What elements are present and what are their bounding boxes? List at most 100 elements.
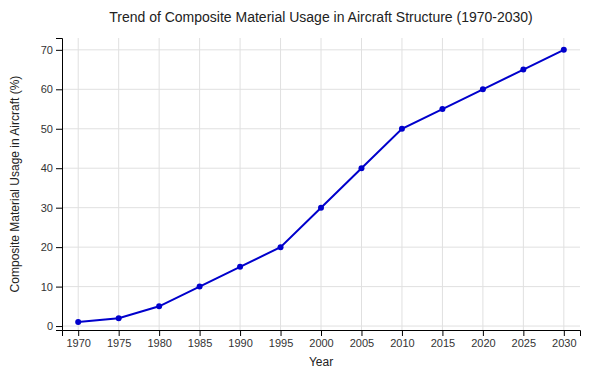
- tick: 1975: [107, 330, 131, 349]
- tick-mark: [200, 330, 201, 336]
- tick-mark: [56, 287, 62, 288]
- tick-label: 1990: [228, 337, 252, 349]
- tick-label: 2005: [350, 337, 374, 349]
- tick: 40: [41, 162, 62, 174]
- tick: 1970: [66, 330, 90, 349]
- tick: 1990: [228, 330, 252, 349]
- x-axis-title: Year: [309, 355, 333, 369]
- tick-mark: [56, 208, 62, 209]
- tick: 0: [47, 320, 62, 332]
- tick: 30: [41, 202, 62, 214]
- chart: 1970197519801985199019952000200520102015…: [0, 0, 602, 376]
- point: [116, 315, 122, 321]
- point: [358, 165, 364, 171]
- point: [156, 303, 162, 309]
- tick: 2005: [350, 330, 374, 349]
- tick-label: 2000: [309, 337, 333, 349]
- point: [318, 205, 324, 211]
- grid-line: [159, 38, 160, 330]
- y-axis: 0 10 20 30 40 50 60 70: [41, 39, 63, 333]
- tick: 2030: [552, 330, 576, 349]
- tick-label: 2010: [390, 337, 414, 349]
- tick: 10: [41, 281, 62, 293]
- tick-label: 2025: [512, 337, 536, 349]
- tick-label: 2020: [471, 337, 495, 349]
- tick: 1980: [147, 330, 171, 349]
- tick-label: 0: [47, 320, 53, 332]
- grid-line: [78, 38, 79, 330]
- grid-line: [482, 38, 483, 330]
- tick-mark: [56, 247, 62, 248]
- tick: 2020: [471, 330, 495, 349]
- point: [75, 319, 81, 325]
- tick-mark: [442, 330, 443, 336]
- tick: 1995: [269, 330, 293, 349]
- title: Trend of Composite Material Usage in Air…: [109, 9, 533, 25]
- tick-label: 1970: [66, 337, 90, 349]
- point: [237, 264, 243, 270]
- tick-mark: [119, 330, 120, 336]
- tick-label: 2015: [431, 337, 455, 349]
- tick-mark: [56, 89, 62, 90]
- grid: [62, 38, 580, 330]
- grid-line: [563, 38, 564, 330]
- tick-label: 30: [41, 202, 53, 214]
- tick: 20: [41, 241, 62, 253]
- grid-line: [240, 38, 241, 330]
- tick-mark: [321, 330, 322, 336]
- tick-label: 40: [41, 162, 53, 174]
- point: [439, 106, 445, 112]
- tick-mark: [361, 330, 362, 336]
- tick-mark: [402, 330, 403, 336]
- series: [75, 47, 567, 325]
- tick-label: 1995: [269, 337, 293, 349]
- tick-mark: [483, 330, 484, 336]
- grid-line: [361, 38, 362, 330]
- plot: 1970197519801985199019952000200520102015…: [41, 38, 581, 349]
- tick-mark: [56, 129, 62, 130]
- tick-label: 20: [41, 241, 53, 253]
- tick-label: 70: [41, 44, 53, 56]
- tick-mark: [564, 330, 565, 336]
- tick-mark: [56, 168, 62, 169]
- tick-label: 10: [41, 281, 53, 293]
- tick-label: 1980: [147, 337, 171, 349]
- point: [561, 47, 567, 53]
- grid-line: [280, 38, 281, 330]
- tick: 50: [41, 123, 62, 135]
- tick-label: 1985: [188, 337, 212, 349]
- tick: 1985: [188, 330, 212, 349]
- tick: 2025: [512, 330, 536, 349]
- tick-mark: [78, 330, 79, 336]
- tick: 2010: [390, 330, 414, 349]
- grid-line: [442, 38, 443, 330]
- y-axis-title: Composite Material Usage in Aircraft (%): [8, 76, 22, 293]
- point: [480, 86, 486, 92]
- tick: 2015: [431, 330, 455, 349]
- grid-line: [118, 38, 119, 330]
- point: [278, 244, 284, 250]
- grid-line: [523, 38, 524, 330]
- tick-mark: [240, 330, 241, 336]
- tick-label: 2030: [552, 337, 576, 349]
- tick-label: 1975: [107, 337, 131, 349]
- tick-label: 60: [41, 83, 53, 95]
- tick: 70: [41, 44, 62, 56]
- tick-mark: [281, 330, 282, 336]
- x-axis: 1970 1975 1980 1985 1990 1995 2000 2005 2010 2015…: [63, 330, 581, 349]
- tick: 2000: [309, 330, 333, 349]
- point: [399, 126, 405, 132]
- tick-label: 50: [41, 123, 53, 135]
- tick-mark: [56, 326, 62, 327]
- point: [520, 67, 526, 73]
- tick-mark: [523, 330, 524, 336]
- axis-line: [56, 39, 63, 331]
- tick-mark: [159, 330, 160, 336]
- tick: 60: [41, 83, 62, 95]
- grid-line: [401, 38, 402, 330]
- axis-line: [63, 331, 581, 337]
- point: [197, 284, 203, 290]
- grid-line: [321, 38, 322, 330]
- tick-mark: [56, 50, 62, 51]
- line: [78, 50, 564, 322]
